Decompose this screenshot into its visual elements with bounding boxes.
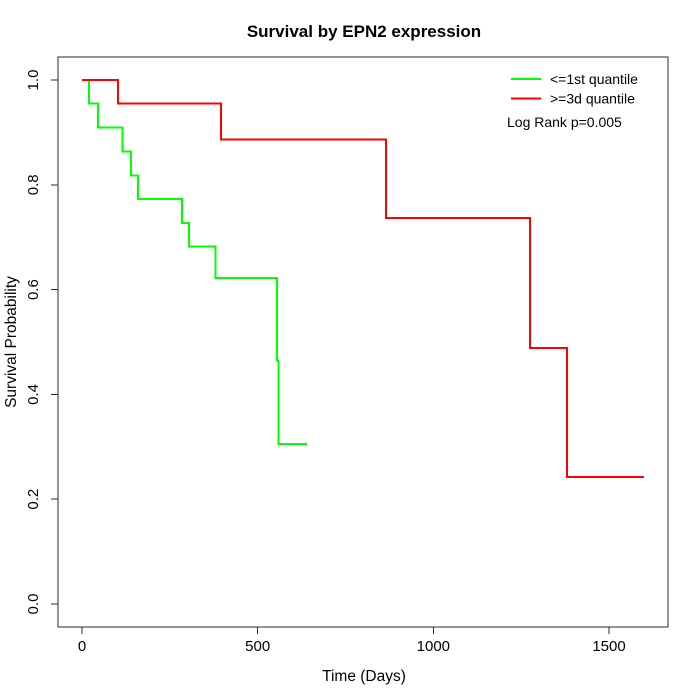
x-tick-label: 0 (78, 638, 86, 655)
y-tick-label: 0.2 (25, 489, 42, 510)
y-axis: 0.0 0.2 0.4 0.6 0.8 1.0 (25, 70, 58, 615)
y-tick-label: 0.0 (25, 594, 42, 615)
plot-area-border (57, 56, 669, 628)
survival-curve-high-expression (82, 79, 645, 479)
y-tick-label: 0.6 (25, 279, 42, 300)
x-tick-label: 500 (245, 638, 270, 655)
legend-label: <=1st quantile (550, 71, 638, 87)
legend-label: >=3d quantile (550, 91, 635, 107)
y-axis-label: Survival Probability (3, 276, 20, 408)
y-tick-label: 0.4 (25, 384, 42, 405)
x-axis-label: Time (Days) (322, 668, 406, 685)
x-tick-label: 1500 (592, 638, 625, 655)
survival-curve-low-expression (82, 79, 307, 446)
chart-title: Survival by EPN2 expression (247, 22, 481, 41)
log-rank-note: Log Rank p=0.005 (507, 114, 622, 130)
legend: <=1st quantile >=3d quantile (511, 71, 638, 107)
y-tick-label: 0.8 (25, 174, 42, 195)
y-tick-label: 1.0 (25, 70, 42, 91)
survival-curves (82, 79, 645, 479)
x-axis: 0 500 1000 1500 (78, 627, 626, 655)
x-tick-label: 1000 (417, 638, 450, 655)
